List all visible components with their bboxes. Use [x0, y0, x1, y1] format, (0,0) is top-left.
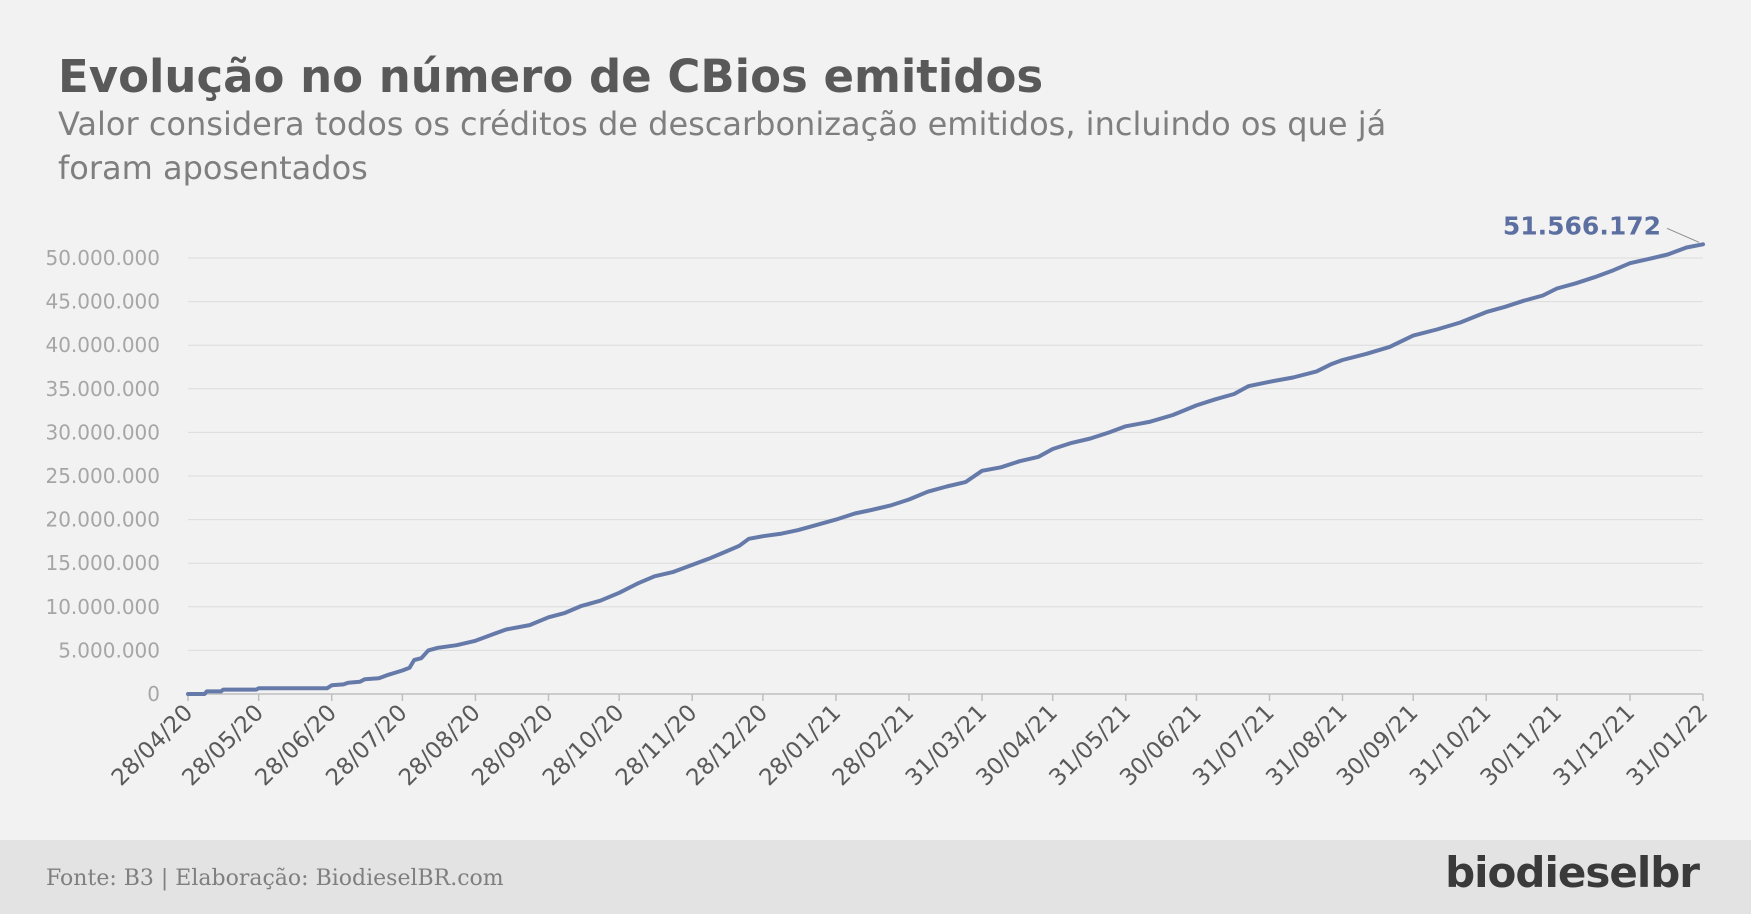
y-tick-label: 45.000.000: [45, 290, 160, 314]
y-tick-label: 50.000.000: [45, 246, 160, 270]
annotation-leader: [1666, 227, 1700, 243]
footer-bar: Fonte: B3 | Elaboração: BiodieselBR.com …: [0, 840, 1751, 914]
y-tick-label: 0: [147, 682, 160, 706]
line-chart: 0 5.000.000 10.000.000 15.000.000 20.000.000…: [45, 211, 1713, 791]
y-tick-label: 20.000.000: [45, 508, 160, 532]
brand-logo: biodieselbr: [1445, 848, 1700, 897]
chart-subtitle: Valor considera todos os créditos de des…: [58, 105, 1387, 187]
y-tick-label: 30.000.000: [45, 420, 160, 444]
y-tick-label: 25.000.000: [45, 464, 160, 488]
data-label: 51.566.172: [1503, 211, 1661, 240]
y-tick-label: 5.000.000: [58, 638, 160, 662]
chart-title: Evolução no número de CBios emitidos: [58, 50, 1044, 103]
y-tick-label: 35.000.000: [45, 377, 160, 401]
source-note: Fonte: B3 | Elaboração: BiodieselBR.com: [46, 866, 504, 891]
y-tick-label: 40.000.000: [45, 333, 160, 357]
series-line: [186, 242, 1705, 696]
y-tick-label: 15.000.000: [45, 551, 160, 575]
y-tick-label: 10.000.000: [45, 595, 160, 619]
